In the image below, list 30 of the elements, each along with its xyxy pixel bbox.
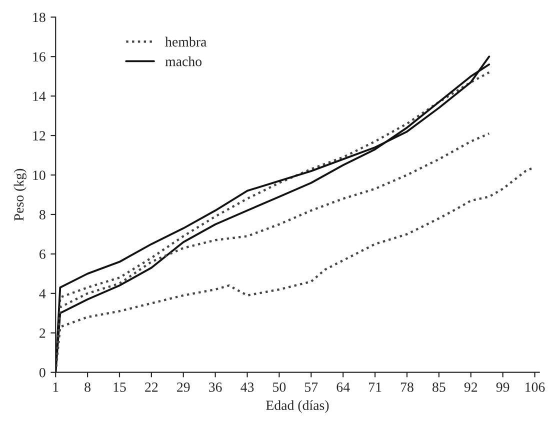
x-tick-label: 64 [336, 382, 350, 392]
x-tick-label: 92 [464, 382, 478, 392]
x-tick-label: 71 [369, 382, 382, 392]
y-tick-label: 6 [40, 250, 46, 259]
legend-label: hembra [165, 36, 206, 47]
x-tick-label: 1 [53, 382, 58, 392]
x-tick-label: 36 [209, 382, 222, 392]
x-tick-label: 8 [84, 382, 90, 392]
x-axis-title: Edad (días) [266, 400, 329, 413]
x-tick-label: 99 [496, 382, 510, 392]
y-tick-label: 4 [39, 289, 46, 298]
x-tick-label: 57 [305, 382, 318, 392]
y-tick-label: 2 [40, 328, 46, 338]
y-tick-label: 0 [39, 368, 46, 378]
x-tick-label: 43 [240, 382, 254, 392]
y-tick-label: 8 [39, 210, 46, 220]
y-tick-label: 10 [33, 170, 46, 180]
x-tick-label: 22 [145, 382, 158, 392]
x-tick-label: 15 [114, 382, 126, 392]
y-tick-label: 14 [33, 92, 46, 101]
y-tick-label: 12 [33, 131, 46, 140]
x-tick-label: 106 [526, 382, 545, 392]
x-tick-label: 29 [177, 382, 190, 392]
y-tick-label: 16 [33, 52, 46, 62]
x-tick-label: 85 [432, 382, 446, 392]
x-tick-label: 50 [273, 382, 286, 392]
y-tick-label: 18 [33, 12, 46, 22]
y-axis-title: Peso (kg) [14, 168, 26, 221]
legend-label: macho [165, 56, 202, 66]
x-tick-label: 78 [400, 382, 414, 392]
